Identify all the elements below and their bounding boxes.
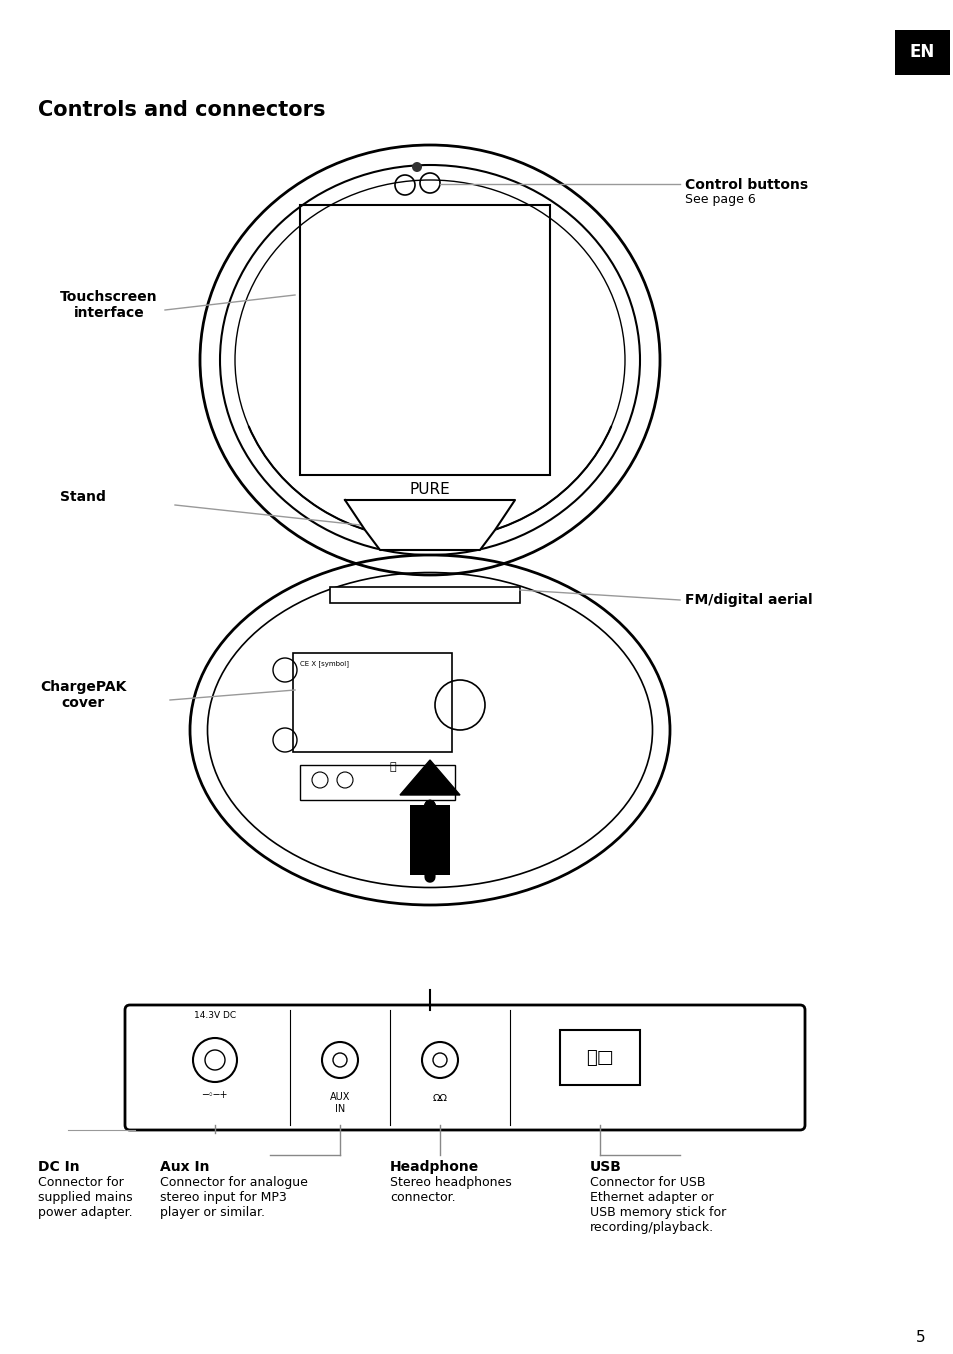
Text: See page 6: See page 6	[684, 194, 755, 206]
Bar	[299, 765, 455, 800]
Text: AUX
IN: AUX IN	[330, 1091, 350, 1113]
Text: PURE: PURE	[409, 482, 450, 497]
FancyArrowPatch shape	[418, 806, 440, 877]
Text: 14.3V DC: 14.3V DC	[193, 1011, 235, 1020]
Text: ─◦─+: ─◦─+	[202, 1090, 228, 1099]
Text: 5: 5	[915, 1330, 924, 1345]
Text: Connector for
supplied mains
power adapter.: Connector for supplied mains power adapt…	[38, 1177, 132, 1219]
Text: Touchscreen
interface: Touchscreen interface	[60, 290, 157, 320]
Text: Headphone: Headphone	[390, 1160, 478, 1174]
Text: Stand: Stand	[60, 490, 106, 504]
Text: USB: USB	[589, 1160, 621, 1174]
Text: FM/digital aerial: FM/digital aerial	[684, 593, 812, 607]
FancyBboxPatch shape	[125, 1005, 804, 1131]
Bar	[330, 588, 519, 603]
FancyBboxPatch shape	[894, 30, 949, 74]
Text: ⭡□: ⭡□	[585, 1048, 613, 1067]
Bar	[559, 1030, 639, 1085]
Text: ΩΩ: ΩΩ	[432, 1093, 447, 1104]
Text: Control buttons: Control buttons	[684, 177, 807, 192]
Text: EN: EN	[908, 43, 934, 61]
Text: ⬜: ⬜	[390, 762, 396, 772]
Text: Connector for analogue
stereo input for MP3
player or similar.: Connector for analogue stereo input for …	[160, 1177, 308, 1219]
Bar	[299, 204, 550, 475]
Text: DC In: DC In	[38, 1160, 79, 1174]
Circle shape	[412, 162, 421, 172]
Polygon shape	[345, 500, 515, 550]
Text: Controls and connectors: Controls and connectors	[38, 100, 325, 121]
Text: Connector for USB
Ethernet adapter or
USB memory stick for
recording/playback.: Connector for USB Ethernet adapter or US…	[589, 1177, 725, 1233]
Text: CE X [symbol]: CE X [symbol]	[299, 659, 349, 666]
Text: Aux In: Aux In	[160, 1160, 210, 1174]
Text: Stereo headphones
connector.: Stereo headphones connector.	[390, 1177, 511, 1204]
FancyBboxPatch shape	[293, 653, 452, 751]
Text: ChargePAK
cover: ChargePAK cover	[40, 680, 126, 711]
Bar	[410, 806, 450, 875]
Polygon shape	[399, 760, 459, 795]
